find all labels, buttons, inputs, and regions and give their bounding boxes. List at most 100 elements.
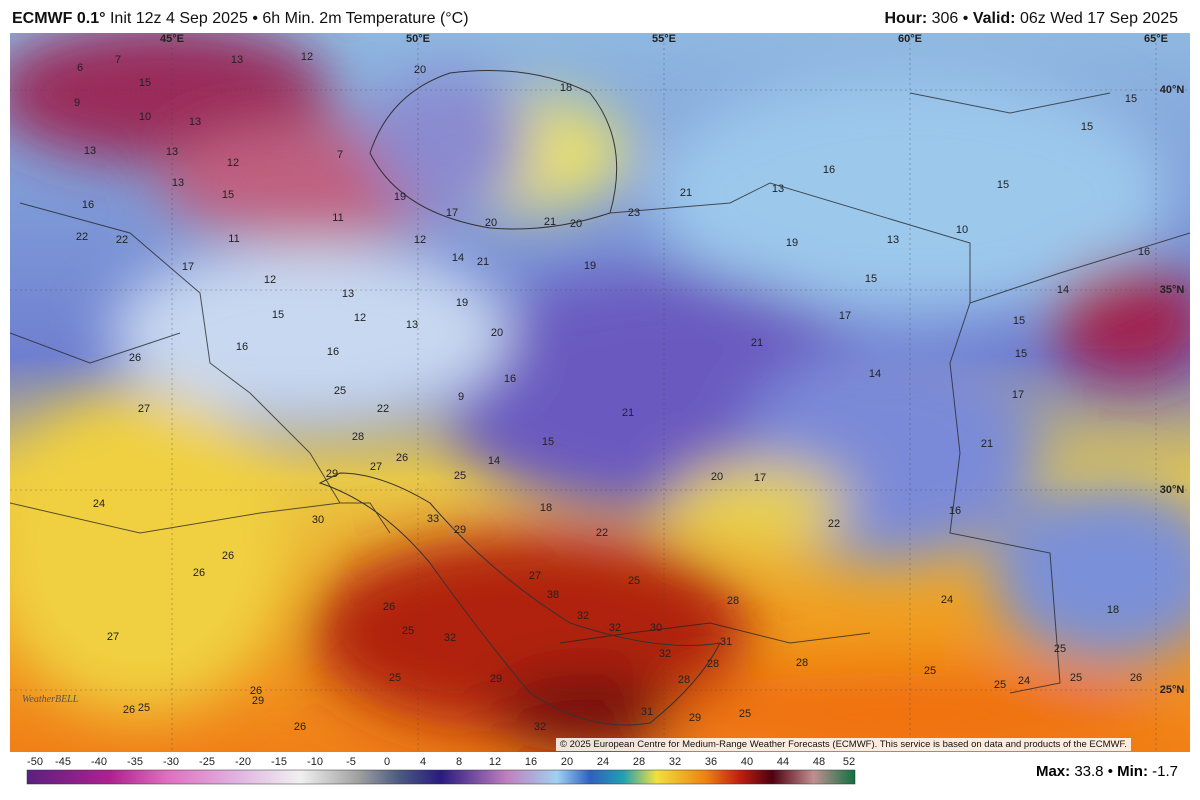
temperature-label: 13 [406, 319, 418, 331]
temperature-label: 32 [577, 610, 589, 622]
temperature-label: 20 [711, 471, 723, 483]
temperature-label: 25 [1054, 643, 1066, 655]
temperature-label: 28 [796, 657, 808, 669]
graticule [10, 33, 1190, 752]
temperature-label: 25 [739, 708, 751, 720]
temperature-label: 28 [678, 674, 690, 686]
temperature-label: 22 [116, 234, 128, 246]
temperature-label: 29 [689, 712, 701, 724]
valid-label: Valid: [972, 10, 1016, 27]
lon-label: 60°E [898, 33, 922, 45]
lon-label: 65°E [1144, 33, 1168, 45]
temperature-label: 22 [377, 403, 389, 415]
temperature-label: 22 [76, 231, 88, 243]
temperature-label: 15 [1081, 121, 1093, 133]
temperature-label: 25 [138, 702, 150, 714]
temperature-label: 9 [74, 97, 80, 109]
temperature-label: 26 [396, 452, 408, 464]
temperature-label: 11 [332, 212, 343, 224]
colorbar-tick: 44 [777, 756, 789, 768]
temperature-label: 13 [189, 116, 201, 128]
borders [10, 92, 1190, 694]
temperature-label: 12 [414, 234, 426, 246]
hour-label: Hour: [884, 10, 928, 27]
temperature-label: 31 [641, 706, 653, 718]
temperature-label: 17 [182, 261, 194, 273]
temperature-label: 10 [139, 111, 151, 123]
temperature-label: 26 [129, 352, 141, 364]
temperature-label: 14 [488, 455, 500, 467]
temperature-label: 29 [454, 524, 466, 536]
colorbar-tick: -35 [127, 756, 143, 768]
colorbar-tick: -10 [307, 756, 323, 768]
temperature-label: 27 [370, 461, 382, 473]
temperature-label: 15 [542, 436, 554, 448]
temperature-label: 25 [1070, 672, 1082, 684]
temperature-label: 13 [84, 145, 96, 157]
temperature-label: 21 [622, 407, 634, 419]
temperature-field [10, 33, 1190, 752]
temperature-label: 25 [389, 672, 401, 684]
lat-label: 30°N [1160, 484, 1185, 496]
colorbar-tick: 12 [489, 756, 501, 768]
colorbar: -50 -45 -40 -35 -30 -25 -20 -15 -10 -5 0 4 8 12 16 20 24… [26, 756, 856, 785]
temperature-label: 26 [383, 601, 395, 613]
temperature-label: 26 [1130, 672, 1142, 684]
temperature-label: 13 [231, 54, 243, 66]
colorbar-tick: -15 [271, 756, 287, 768]
temperature-label: 21 [751, 337, 763, 349]
temperature-label: 20 [485, 217, 497, 229]
temperature-label: 20 [414, 64, 426, 76]
colorbar-tick: 20 [561, 756, 573, 768]
persian-gulf [318, 472, 721, 726]
temperature-label: 17 [1012, 389, 1024, 401]
temperature-label: 24 [93, 498, 105, 510]
temperature-label: 6 [77, 62, 83, 74]
temperature-label: 19 [584, 260, 596, 272]
temperature-label: 26 [250, 685, 262, 697]
temperature-label: 15 [272, 309, 284, 321]
map: 45°E 50°E 55°E 60°E 65°E 40°N 35°N 30°N 25°N 6 7 15… [10, 33, 1190, 752]
temperature-label: 33 [427, 513, 439, 525]
colorbar-tick: -50 [27, 756, 43, 768]
colorbar-tick: -5 [346, 756, 356, 768]
temperature-label: 13 [172, 177, 184, 189]
colorbar-tick: -45 [55, 756, 71, 768]
colorbar-tick: 48 [813, 756, 825, 768]
temperature-label: 29 [252, 695, 264, 707]
colorbar-tick: 8 [456, 756, 462, 768]
temperature-label: 24 [1018, 675, 1030, 687]
temperature-label: 22 [828, 518, 840, 530]
colorbar-tick: 0 [384, 756, 390, 768]
temperature-label: 25 [994, 679, 1006, 691]
header-left: ECMWF 0.1° Init 12z 4 Sep 2025 • 6h Min.… [12, 10, 469, 28]
temperature-label: 14 [452, 252, 464, 264]
temperature-label: 14 [1057, 284, 1069, 296]
temperature-label: 18 [540, 502, 552, 514]
temperature-label: 12 [301, 51, 313, 63]
separator: • [962, 10, 969, 27]
min-label: Min: [1117, 763, 1148, 780]
colorbar-tick: 36 [705, 756, 717, 768]
colorbar-tick: 4 [420, 756, 426, 768]
temperature-label: 31 [720, 636, 732, 648]
footer: Max: 33.8 • Min: -1.7 [1036, 763, 1178, 780]
temperature-label: 15 [222, 189, 234, 201]
temperature-label: 15 [1125, 93, 1137, 105]
temperature-label: 16 [949, 505, 961, 517]
temperature-label: 16 [327, 346, 339, 358]
temperature-label: 13 [166, 146, 178, 158]
temperature-label: 20 [570, 218, 582, 230]
temperature-label: 15 [997, 179, 1009, 191]
temperature-label: 15 [1015, 348, 1027, 360]
colorbar-ramp [26, 769, 856, 785]
colorbar-tick: 40 [741, 756, 753, 768]
temperature-label: 32 [659, 648, 671, 660]
lon-label: 55°E [652, 33, 676, 45]
temperature-label: 30 [650, 622, 662, 634]
temperature-label: 27 [529, 570, 541, 582]
lon-label: 50°E [406, 33, 430, 45]
temperature-label: 28 [707, 658, 719, 670]
temperature-label: 7 [115, 54, 121, 66]
